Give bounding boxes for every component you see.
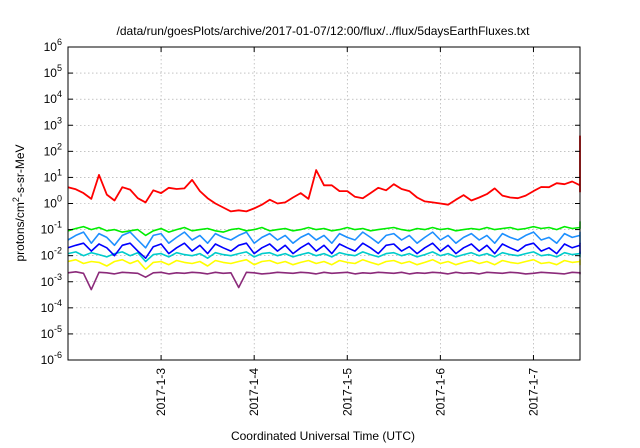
y-tick-base: 10 xyxy=(41,275,55,289)
y-tick-base: 10 xyxy=(44,197,58,211)
y-tick-label: 10-5 xyxy=(41,324,62,341)
series-line xyxy=(67,270,581,291)
y-tick-exponent: 2 xyxy=(57,141,62,151)
y-tick-label: 10-1 xyxy=(41,220,62,237)
y-tick-base: 10 xyxy=(44,118,58,132)
x-tick-label: 2017-1-7 xyxy=(526,368,540,416)
y-tick-label: 104 xyxy=(44,89,62,106)
y-tick-base: 10 xyxy=(41,301,55,315)
x-axis-label: Coordinated Universal Time (UTC) xyxy=(231,429,415,443)
y-tick-exponent: 5 xyxy=(57,63,62,73)
y-tick-label: 100 xyxy=(44,194,62,211)
y-tick-label: 10-6 xyxy=(41,350,62,367)
series-group xyxy=(67,135,581,291)
y-axis-ticks: 10-610-510-410-310-210-11001011021031041… xyxy=(41,37,580,367)
y-tick-exponent: -6 xyxy=(54,350,62,360)
y-tick-label: 10-2 xyxy=(41,246,62,263)
chart-title: /data/run/goesPlots/archive/2017-01-07/1… xyxy=(117,24,531,38)
y-tick-base: 10 xyxy=(41,223,55,237)
series-line xyxy=(67,135,581,213)
y-axis-label-tail: -s-sr-MeV xyxy=(13,144,27,197)
y-tick-base: 10 xyxy=(44,144,58,158)
y-tick-base: 10 xyxy=(44,170,58,184)
y-tick-exponent: -5 xyxy=(54,324,62,334)
y-tick-base: 10 xyxy=(41,249,55,263)
y-tick-label: 10-3 xyxy=(41,272,62,289)
y-axis-label-sup: 2 xyxy=(11,197,21,202)
y-tick-label: 106 xyxy=(44,37,62,54)
x-tick-label: 2017-1-3 xyxy=(154,368,168,416)
y-tick-exponent: 6 xyxy=(57,37,62,47)
x-tick-label: 2017-1-4 xyxy=(247,368,261,416)
x-axis-ticks: 2017-1-3 2017-1-4 2017-1-5 2017-1-6 2017-1-7 xyxy=(154,47,540,416)
y-tick-base: 10 xyxy=(41,327,55,341)
y-tick-label: 103 xyxy=(44,115,62,132)
y-tick-exponent: -4 xyxy=(54,298,62,308)
y-tick-label: 10-4 xyxy=(41,298,62,315)
y-tick-exponent: 1 xyxy=(57,167,62,177)
y-tick-exponent: -3 xyxy=(54,272,62,282)
y-tick-exponent: -2 xyxy=(54,246,62,256)
y-tick-label: 101 xyxy=(44,167,62,184)
y-tick-base: 10 xyxy=(44,40,58,54)
y-tick-exponent: 3 xyxy=(57,115,62,125)
x-tick-label: 2017-1-5 xyxy=(340,368,354,416)
y-tick-exponent: -1 xyxy=(54,220,62,230)
y-tick-base: 10 xyxy=(44,92,58,106)
y-tick-base: 10 xyxy=(41,353,55,367)
x-tick-label: 2017-1-6 xyxy=(433,368,447,416)
y-tick-exponent: 0 xyxy=(57,194,62,204)
y-tick-exponent: 4 xyxy=(57,89,62,99)
y-tick-base: 10 xyxy=(44,66,58,80)
grid xyxy=(68,47,580,360)
y-tick-label: 105 xyxy=(44,63,62,80)
y-tick-label: 102 xyxy=(44,141,62,158)
y-axis-label: protons/cm2-s-sr-MeV xyxy=(11,144,27,261)
y-axis-label-base: protons/cm xyxy=(13,202,27,261)
